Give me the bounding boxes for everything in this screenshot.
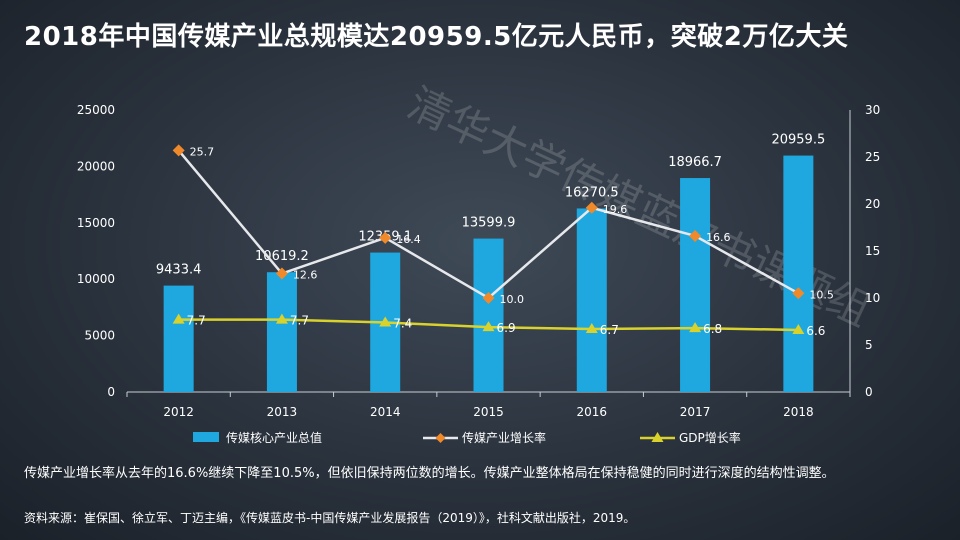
gdp-growth-marker (379, 316, 392, 327)
bar-data-label: 20959.5 (771, 133, 825, 148)
x-tick-label: 2017 (680, 405, 711, 419)
gdp-growth-marker (689, 322, 702, 333)
gdp-growth-data-label: 6.8 (703, 322, 722, 336)
media-growth-data-label: 16.4 (396, 233, 421, 246)
bar-data-label: 9433.4 (156, 263, 202, 278)
gdp-growth-data-label: 7.7 (290, 314, 309, 328)
media-growth-marker (792, 287, 805, 300)
x-tick-label: 2016 (577, 405, 608, 419)
bar-data-label: 16270.5 (565, 185, 619, 200)
y-left-tick-label: 25000 (77, 103, 115, 117)
combo-chart: 0 5000 10000 15000 20000 25000 0 5 10 15 20 25 30 201… (77, 103, 880, 445)
bar-data-label: 13599.9 (462, 216, 516, 231)
media-growth-data-label: 16.6 (706, 231, 731, 244)
gdp-growth-marker (792, 323, 805, 334)
media-growth-marker (379, 231, 392, 244)
chart-description: 传媒产业增长率从去年的16.6%继续下降至10.5%，但依旧保持两位数的增长。传… (24, 466, 835, 481)
y-right-tick-label: 15 (865, 244, 880, 258)
y-right-tick-label: 30 (865, 103, 880, 117)
gdp-growth-marker (585, 323, 598, 334)
media-growth-marker (275, 267, 288, 280)
media-growth-data-label: 10.0 (500, 293, 525, 306)
x-tick-label: 2012 (163, 405, 194, 419)
y-left-tick-label: 10000 (77, 272, 115, 286)
bar-data-label: 10619.2 (255, 249, 309, 264)
legend-swatch-marker (435, 433, 446, 443)
bar-core-industry-value (680, 178, 711, 392)
bar-core-industry-value (576, 208, 607, 392)
media-growth-marker (482, 292, 495, 304)
gdp-growth-data-label: 6.7 (600, 323, 619, 337)
bar-core-industry-value (783, 155, 814, 392)
source-note: 资料来源：崔保国、徐立军、丁迈主编，《传媒蓝皮书-中国传媒产业发展报告（2019… (24, 511, 636, 525)
legend-label: 传媒产业增长率 (462, 430, 546, 445)
y-left-tick-label: 0 (107, 385, 115, 399)
gdp-growth-marker (482, 321, 495, 332)
bar-core-industry-value (473, 238, 504, 392)
legend-label: 传媒核心产业总值 (226, 430, 322, 445)
x-tick-label: 2018 (783, 405, 814, 419)
legend-swatch-marker (651, 432, 664, 442)
media-growth-data-label: 25.7 (190, 145, 215, 158)
media-growth-data-label: 19.6 (603, 203, 628, 216)
bar-core-industry-value (163, 285, 194, 392)
gdp-growth-data-label: 6.6 (806, 324, 825, 338)
media-growth-data-label: 10.5 (809, 288, 834, 301)
y-right-tick-label: 25 (865, 150, 880, 164)
gdp-growth-data-label: 7.4 (393, 316, 412, 330)
gdp-growth-data-label: 6.9 (497, 321, 516, 335)
y-right-tick-label: 0 (865, 385, 873, 399)
x-tick-label: 2013 (267, 405, 298, 419)
media-growth-marker (172, 144, 185, 157)
bar-data-label: 18966.7 (668, 155, 722, 170)
legend-swatch-bar (193, 432, 219, 442)
y-right-tick-label: 20 (865, 197, 880, 211)
gdp-growth-marker (172, 313, 185, 324)
x-tick-label: 2015 (473, 405, 504, 419)
gdp-growth-data-label: 7.7 (187, 314, 206, 328)
media-growth-data-label: 12.6 (293, 269, 318, 282)
media-growth-marker (585, 201, 598, 214)
y-left-tick-label: 15000 (77, 216, 115, 230)
y-left-tick-label: 5000 (84, 329, 115, 343)
y-right-tick-label: 10 (865, 291, 880, 305)
bar-core-industry-value (266, 272, 297, 392)
y-left-tick-label: 20000 (77, 159, 115, 173)
gdp-growth-marker (275, 313, 288, 324)
x-tick-label: 2014 (370, 405, 401, 419)
legend-label: GDP增长率 (679, 430, 741, 445)
media-growth-marker (689, 229, 702, 242)
chart-title: 2018年中国传媒产业总规模达20959.5亿元人民币，突破2万亿大关 (24, 22, 849, 52)
y-right-tick-label: 5 (865, 338, 873, 352)
